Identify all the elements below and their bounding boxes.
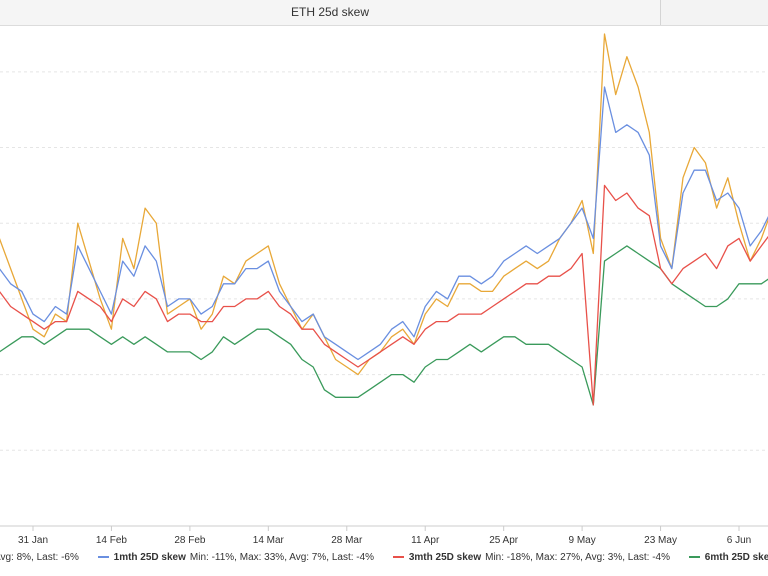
series-line-6m — [0, 245, 768, 406]
legend-stats-3m: Min: -18%, Max: 27%, Avg: 3%, Last: -4% — [485, 552, 671, 563]
x-tick-label: 25 Apr — [489, 535, 519, 546]
legend-item-1w[interactable]: Avg: 8%, Last: -6% — [0, 549, 79, 567]
legend-swatch-6m — [688, 556, 700, 559]
x-tick-label: 11 Apr — [411, 535, 440, 546]
skew-line-chart: 31 Jan 14 Feb 28 Feb 14 Mar 28 Mar 11 Apr 25 A… — [0, 33, 768, 546]
legend-name-6m: 6mth 25D skew — [704, 552, 768, 563]
legend-stats-1m: Min: -11%, Max: 33%, Avg: 7%, Last: -4% — [189, 552, 375, 563]
series-line-1w — [0, 33, 768, 376]
legend-stats-1w: Avg: 8%, Last: -6% — [0, 552, 79, 563]
x-tick-label: 28 Mar — [331, 535, 363, 546]
legend-name-1m: 1mth 25D skew — [113, 552, 186, 563]
legend-item-6m[interactable]: 6mth 25D skew — [683, 549, 768, 567]
x-tick-label: 31 Jan — [18, 535, 48, 546]
x-tick-label: 23 May — [644, 535, 677, 546]
chart-legend: Avg: 8%, Last: -6% 1mth 25D skew Min: -11… — [0, 549, 768, 567]
legend-item-3m[interactable]: 3mth 25D skew Min: -18%, Max: 27%, Avg: 3… — [387, 549, 670, 567]
legend-swatch-1m — [97, 556, 109, 559]
x-tick-label: 9 May — [568, 535, 595, 546]
legend-swatch-3m — [392, 556, 404, 559]
series-line-3m — [0, 184, 768, 406]
x-tick-label: 14 Mar — [253, 535, 285, 546]
window-title[interactable]: ETH 25d skew — [0, 0, 661, 25]
legend-name-3m: 3mth 25D skew — [408, 552, 482, 563]
series-line-1m — [0, 86, 768, 361]
legend-item-1m[interactable]: 1mth 25D skew Min: -11%, Max: 33%, Avg: 7… — [92, 549, 374, 567]
x-tick-label: 14 Feb — [96, 535, 128, 546]
x-axis-ticks: 31 Jan 14 Feb 28 Feb 14 Mar 28 Mar 11 Apr 25 A… — [18, 526, 751, 546]
gridlines — [0, 71, 768, 527]
x-tick-label: 28 Feb — [174, 535, 206, 546]
title-bar: ETH 25d skew — [0, 0, 768, 26]
x-tick-label: 6 Jun — [727, 535, 751, 546]
legend-items: Avg: 8%, Last: -6% 1mth 25D skew Min: -11… — [0, 549, 768, 567]
